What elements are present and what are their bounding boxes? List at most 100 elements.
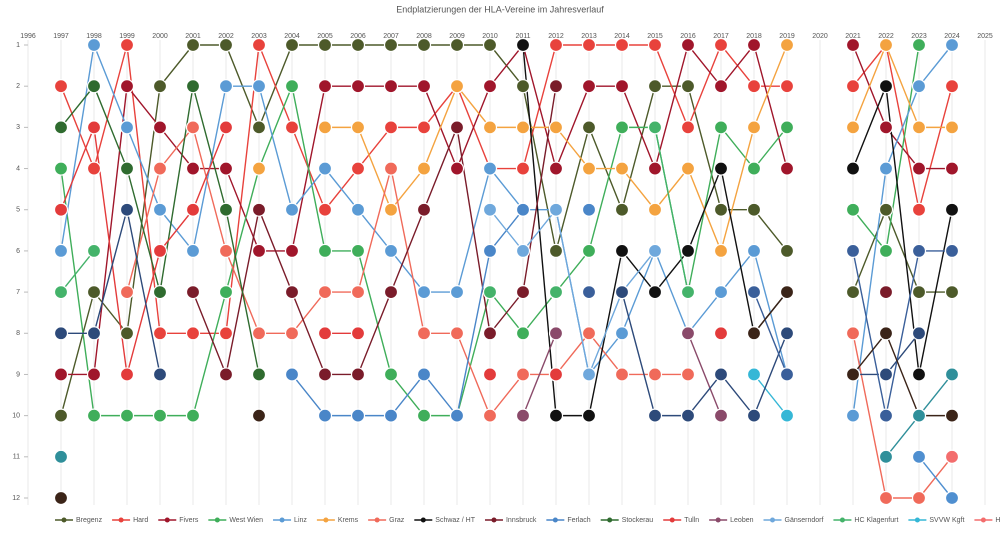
series-line: [61, 209, 161, 375]
rank-marker: [515, 161, 531, 176]
rank-marker: [218, 284, 234, 300]
rank-marker: [317, 284, 333, 300]
rank-marker: [944, 243, 960, 259]
series-line: [753, 291, 788, 334]
rank-marker: [317, 326, 333, 341]
rank-marker: [86, 326, 102, 341]
legend-item: Fivers: [158, 517, 199, 524]
rank-marker: [218, 37, 234, 53]
legend-item: Tulln: [663, 517, 699, 524]
rank-marker: [878, 37, 894, 53]
legend-label: Krems: [338, 517, 359, 524]
legend-marker: [715, 517, 721, 523]
rank-marker: [746, 37, 762, 53]
rank-marker: [845, 161, 861, 176]
rank-marker: [251, 243, 267, 259]
rank-marker: [482, 202, 498, 217]
rank-marker: [647, 408, 663, 423]
rank-marker: [647, 120, 663, 135]
rank-marker: [878, 120, 894, 135]
rank-marker: [152, 202, 168, 217]
x-tick-label: 1997: [53, 33, 69, 40]
x-tick-label: 2016: [680, 33, 696, 40]
rank-marker: [284, 243, 300, 259]
legend-item: Ferlach: [546, 517, 591, 524]
rank-marker: [911, 449, 927, 464]
rank-marker: [779, 161, 795, 176]
rank-marker: [581, 284, 597, 300]
x-tick-label: 2017: [713, 33, 729, 40]
legend-item: West Wien: [208, 517, 263, 524]
rank-marker: [581, 120, 597, 135]
rank-marker: [416, 120, 432, 135]
rank-marker: [218, 367, 234, 382]
legend-marker: [61, 517, 67, 523]
rank-marker: [911, 284, 927, 300]
legend-marker: [839, 517, 845, 523]
rank-marker: [119, 284, 135, 300]
x-tick-label: 2003: [251, 33, 267, 40]
legend-label: Ferlach: [567, 517, 590, 524]
rank-marker: [53, 326, 69, 341]
legend-item: Gänserndorf: [763, 517, 823, 524]
rank-marker: [647, 202, 663, 217]
rank-marker: [548, 202, 564, 217]
rank-marker: [614, 243, 630, 259]
rank-marker: [878, 202, 894, 217]
rank-marker: [614, 120, 630, 135]
rank-marker: [878, 326, 894, 341]
rank-marker: [383, 284, 399, 300]
x-tick-label: 2010: [482, 33, 498, 40]
rank-marker: [185, 284, 201, 300]
rank-marker: [251, 367, 267, 382]
rank-marker: [185, 202, 201, 217]
rank-marker: [911, 37, 927, 53]
rank-marker: [350, 326, 366, 341]
rank-marker: [284, 37, 300, 53]
rank-marker: [185, 120, 201, 135]
rank-marker: [284, 120, 300, 135]
legend-marker: [491, 517, 497, 523]
rank-marker: [218, 243, 234, 259]
rank-marker: [383, 408, 399, 423]
rank-marker: [647, 161, 663, 176]
x-tick-label: 2015: [647, 33, 663, 40]
rank-marker: [779, 408, 795, 423]
rank-marker: [317, 161, 333, 176]
x-tick-label: 2001: [185, 33, 201, 40]
y-tick-label: 3: [16, 124, 20, 131]
rank-marker: [53, 284, 69, 300]
rank-marker: [614, 79, 630, 94]
rank-marker: [779, 367, 795, 382]
rank-marker: [152, 79, 168, 94]
series-line: [918, 456, 953, 499]
rank-marker: [713, 243, 729, 259]
rank-marker: [779, 326, 795, 341]
rank-marker: [944, 490, 960, 506]
y-tick-label: 1: [16, 42, 20, 49]
series-line: [522, 333, 557, 416]
legend-item: Schwaz / HT: [414, 517, 476, 524]
series-line: [192, 86, 557, 377]
rank-marker: [416, 326, 432, 341]
rank-marker: [383, 243, 399, 259]
legend-label: Schwaz / HT: [435, 517, 475, 524]
chart-title: Endplatzierungen der HLA-Vereine im Jahr…: [396, 4, 604, 14]
rank-marker: [548, 120, 564, 135]
rank-marker: [482, 79, 498, 94]
rank-marker: [317, 120, 333, 135]
x-tick-label: 2018: [746, 33, 762, 40]
legend-marker: [118, 517, 124, 523]
rank-marker: [251, 37, 267, 53]
rank-marker: [680, 161, 696, 176]
rank-marker: [713, 37, 729, 53]
rank-marker: [482, 161, 498, 176]
legend-label: Tulln: [684, 517, 699, 524]
rank-marker: [647, 79, 663, 94]
x-tick-label: 1998: [86, 33, 102, 40]
x-tick-label: 2009: [449, 33, 465, 40]
rank-marker: [713, 284, 729, 300]
x-tick-label: 2007: [383, 33, 399, 40]
rank-marker: [581, 202, 597, 217]
legend-marker: [607, 517, 613, 523]
